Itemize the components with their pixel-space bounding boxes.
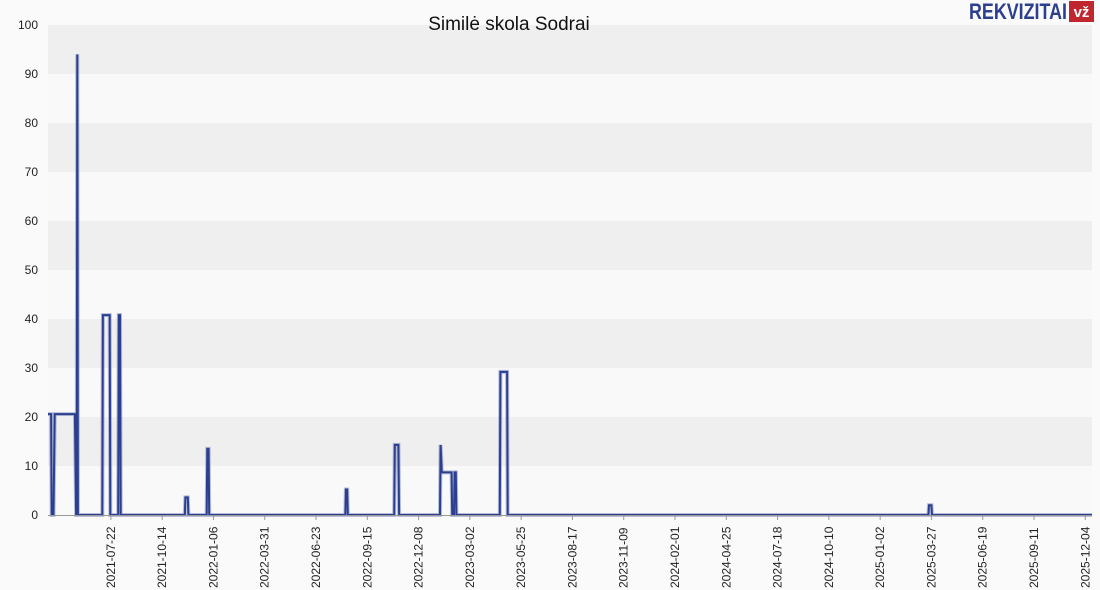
- x-tick-label: 2025-09-11: [1027, 527, 1041, 588]
- x-tick-label: 2022-06-23: [309, 526, 323, 588]
- x-tick-label: 2024-04-25: [719, 526, 733, 588]
- logo-badge-text: vž: [1074, 4, 1090, 21]
- grid-band: [48, 74, 1092, 123]
- grid-band: [48, 25, 1092, 74]
- x-tick-label: 2022-03-31: [258, 526, 272, 588]
- grid-band: [48, 172, 1092, 221]
- y-tick-label: 30: [25, 361, 39, 375]
- x-tick-label: 2024-07-18: [771, 526, 785, 588]
- series-layer: [48, 54, 1092, 517]
- x-tick-label: 2021-07-22: [104, 526, 118, 588]
- x-tick-label: 2025-06-19: [976, 526, 990, 588]
- y-tick-label: 40: [25, 312, 39, 326]
- x-tick-label: 2023-05-25: [514, 526, 528, 588]
- grid-band: [48, 466, 1092, 515]
- x-tick-label: 2023-11-09: [617, 527, 631, 588]
- grid-band: [48, 319, 1092, 368]
- grid-band: [48, 123, 1092, 172]
- y-tick-label: 100: [18, 18, 38, 32]
- y-tick-label: 60: [25, 214, 39, 228]
- y-tick-label: 0: [31, 508, 38, 522]
- y-tick-label: 10: [25, 459, 39, 473]
- x-tick-label: 2023-08-17: [565, 526, 579, 588]
- y-tick-label: 50: [25, 263, 39, 277]
- logo-text: REKVIZITAI: [969, 0, 1067, 24]
- y-tick-label: 80: [25, 116, 39, 130]
- x-tick-label: 2023-03-02: [463, 526, 477, 588]
- x-axis: 2021-07-22 2021-10-14 2022-01-06 2022-03-31…: [104, 515, 1092, 588]
- grid-band: [48, 270, 1092, 319]
- grid-band: [48, 417, 1092, 466]
- x-tick-label: 2024-10-10: [822, 526, 836, 588]
- x-tick-label: 2022-01-06: [206, 526, 220, 588]
- x-tick-label: 2025-12-04: [1078, 526, 1092, 588]
- chart-title: Similė skola Sodrai: [428, 14, 590, 35]
- x-tick-label: 2021-10-14: [155, 526, 169, 588]
- logo-badge: [1069, 1, 1094, 22]
- y-tick-label: 20: [25, 410, 39, 424]
- rekvizitai-logo: REKVIZITAI vž: [969, 0, 1094, 24]
- x-tick-label: 2024-02-01: [668, 526, 682, 588]
- x-tick-label: 2022-12-08: [412, 526, 426, 588]
- grid-band: [48, 221, 1092, 270]
- x-tick-label: 2025-01-02: [873, 526, 887, 588]
- x-tick-label: 2022-09-15: [360, 526, 374, 588]
- y-axis: 0 10 20 30 40 50 60 70 80 90 100: [18, 18, 38, 522]
- grid-band: [48, 368, 1092, 417]
- y-tick-label: 70: [25, 165, 39, 179]
- y-tick-label: 90: [25, 67, 39, 81]
- series-line: [48, 54, 1092, 516]
- grid-bands: [48, 25, 1092, 515]
- x-tick-label: 2025-03-27: [924, 526, 938, 588]
